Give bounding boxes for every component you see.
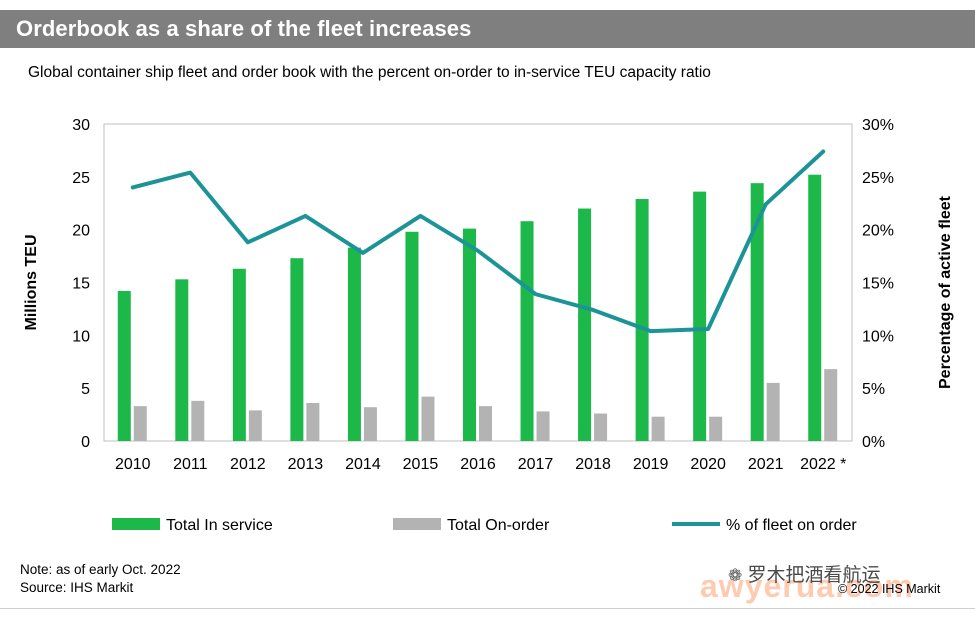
bar-on-order (536, 411, 550, 441)
bar-on-order (133, 406, 147, 441)
x-tick-label: 2012 (230, 456, 266, 473)
legend-label-on-order: Total On-order (447, 517, 550, 534)
x-tick-label: 2015 (403, 456, 439, 473)
x-tick-label: 2017 (518, 456, 554, 473)
bar-on-order (651, 416, 665, 441)
bar-on-order (191, 400, 205, 441)
bar-on-order (594, 413, 608, 441)
plot-frame (103, 123, 853, 442)
x-tick-label: 2014 (345, 456, 381, 473)
bar-in-service (635, 199, 649, 441)
bar-in-service (750, 183, 764, 441)
watermark-domain: awyerua.com (700, 568, 914, 604)
bar-in-service (693, 191, 707, 441)
y-tick-label: 10 (72, 328, 90, 345)
watermark-text: ❁ 罗木把酒看航运 (728, 560, 881, 587)
x-tick-label: 2011 (173, 456, 208, 473)
bar-on-order (479, 406, 492, 441)
bar-in-service (520, 221, 534, 441)
bar-in-service (290, 258, 304, 441)
copyright-text: © 2022 IHS Markit (838, 582, 941, 596)
bar-on-order (248, 410, 262, 441)
legend-swatch-in-service (112, 518, 160, 530)
watermark-label: 罗木把酒看航运 (747, 565, 881, 586)
bar-in-service (405, 231, 419, 441)
title-bar: Orderbook as a share of the fleet increa… (0, 10, 975, 48)
y-axis-label: Millions TEU (23, 235, 40, 331)
x-tick-label: 2013 (288, 456, 324, 473)
y-right-tick-label: 10% (862, 328, 894, 345)
bar-on-order (824, 369, 838, 441)
bar-in-service (578, 208, 592, 441)
legend-swatch-on-order (393, 518, 441, 530)
y-right-tick-label: 30% (862, 117, 894, 134)
bar-in-service (347, 247, 361, 441)
legend-label-in-service: Total In service (166, 517, 273, 534)
y-tick-label: 30 (72, 117, 90, 134)
bar-on-order (709, 416, 723, 441)
y-right-tick-label: 5% (862, 381, 885, 398)
x-tick-label: 2019 (633, 456, 669, 473)
legend-label-pct-on-order: % of fleet on order (726, 517, 857, 534)
x-tick-label: 2010 (115, 456, 151, 473)
bar-in-service (232, 268, 246, 441)
bar-on-order (766, 382, 780, 441)
y-tick-label: 20 (72, 223, 90, 240)
bar-on-order (421, 396, 435, 441)
source-text: Source: IHS Markit (20, 580, 134, 595)
y-tick-label: 0 (81, 434, 90, 451)
chart-subtitle: Global container ship fleet and order bo… (28, 64, 711, 81)
bar-in-service (808, 174, 822, 441)
y-right-tick-label: 15% (862, 276, 894, 293)
y-right-tick-label: 25% (862, 170, 894, 187)
y-tick-label: 25 (72, 170, 90, 187)
x-tick-label: 2022 * (800, 456, 846, 473)
y-right-tick-label: 20% (862, 223, 894, 240)
bar-in-service (463, 228, 476, 441)
x-tick-label: 2018 (575, 456, 611, 473)
note-text: Note: as of early Oct. 2022 (20, 562, 181, 577)
y-right-tick-label: 0% (862, 434, 885, 451)
x-tick-label: 2020 (690, 456, 726, 473)
bottom-divider (0, 608, 975, 609)
chart-title: Orderbook as a share of the fleet increa… (16, 16, 472, 41)
bar-on-order (306, 402, 320, 441)
y-tick-label: 5 (81, 381, 90, 398)
bar-in-service (117, 290, 131, 441)
y-right-axis-label: Percentage of active fleet (937, 195, 954, 389)
bar-on-order (363, 407, 377, 441)
bar-in-service (175, 279, 189, 441)
x-tick-label: 2016 (460, 456, 496, 473)
y-tick-label: 15 (72, 276, 90, 293)
wechat-icon: ❁ (728, 566, 743, 585)
x-tick-label: 2021 (748, 456, 784, 473)
